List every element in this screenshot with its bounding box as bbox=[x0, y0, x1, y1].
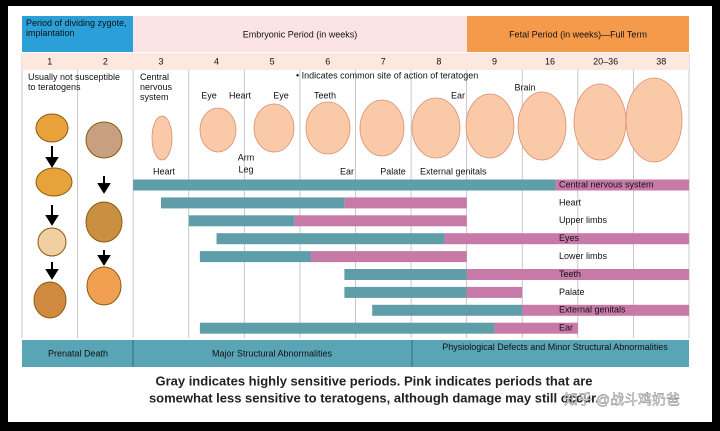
week-label: 6 bbox=[325, 56, 330, 66]
row-label: Palate bbox=[559, 287, 585, 297]
row-label: Ear bbox=[559, 323, 573, 333]
watermark: 知乎 @战斗鸡奶爸 bbox=[564, 392, 680, 408]
sensitive-bar bbox=[133, 179, 556, 191]
row-label: Upper limbs bbox=[559, 215, 608, 225]
outcome: Prenatal Death bbox=[48, 348, 108, 358]
embryo-label: Brain bbox=[514, 82, 535, 92]
header-cell bbox=[22, 16, 133, 52]
row-label: Central nervous system bbox=[559, 179, 654, 189]
row-label: Heart bbox=[559, 197, 582, 207]
header-text: Period of dividing zygote, implantation bbox=[26, 18, 127, 38]
sensitive-bar bbox=[344, 269, 467, 280]
zygote-header: Period of dividing zygote, implantation bbox=[26, 18, 127, 38]
row-label: Eyes bbox=[559, 233, 580, 243]
sensitive-bar bbox=[188, 215, 295, 227]
week-label: 1 bbox=[47, 56, 52, 66]
less-sensitive-bar bbox=[311, 251, 467, 263]
sensitive-bar bbox=[199, 322, 495, 334]
week-label: 16 bbox=[545, 56, 555, 66]
embryo-label: Eye bbox=[201, 90, 217, 100]
note-text: Usually not susceptible to teratogens bbox=[28, 72, 121, 92]
legend-note: • Indicates common site of action of ter… bbox=[296, 70, 478, 80]
caption: Gray indicates highly sensitive periods.… bbox=[155, 373, 592, 388]
embryo-label: Leg bbox=[238, 164, 253, 174]
sensitive-bar bbox=[160, 197, 345, 209]
less-sensitive-bar bbox=[522, 304, 689, 316]
row-label: Teeth bbox=[559, 269, 581, 279]
header-text: Fetal Period (in weeks)—Full Term bbox=[509, 29, 647, 39]
embryo-label: Heart bbox=[153, 166, 176, 176]
less-sensitive-bar bbox=[344, 197, 467, 209]
embryo-label: Eye bbox=[273, 90, 289, 100]
header-cell bbox=[467, 16, 689, 52]
less-sensitive-bar bbox=[444, 233, 689, 245]
week-label: 4 bbox=[214, 56, 219, 66]
arrows bbox=[45, 146, 111, 280]
row-label: External genitals bbox=[559, 305, 626, 315]
week-label: 5 bbox=[270, 56, 275, 66]
week-label: 2 bbox=[103, 56, 108, 66]
less-sensitive-bar bbox=[555, 179, 689, 191]
note: Central nervous system bbox=[140, 72, 173, 102]
sensitive-bar bbox=[344, 286, 467, 298]
week-row bbox=[22, 53, 689, 70]
less-sensitive-bar bbox=[494, 322, 578, 334]
less-sensitive-bar bbox=[466, 286, 523, 298]
embryo-label: Ear bbox=[451, 90, 465, 100]
embryo-images bbox=[151, 77, 683, 163]
sensitive-bar bbox=[199, 251, 312, 263]
less-sensitive-bar bbox=[466, 269, 689, 280]
outcome: Physiological Defects and Minor Structur… bbox=[442, 342, 668, 352]
embryo-label: External genitals bbox=[420, 166, 487, 176]
outcome-text: Physiological Defects and Minor Structur… bbox=[442, 342, 668, 352]
less-sensitive-bar bbox=[294, 215, 467, 227]
row-label: Lower limbs bbox=[559, 251, 608, 261]
header-text: Embryonic Period (in weeks) bbox=[243, 29, 358, 39]
sensitive-bar bbox=[372, 304, 523, 316]
embryo-label: Ear bbox=[340, 166, 354, 176]
week-label: 9 bbox=[492, 56, 497, 66]
zygote-images bbox=[33, 113, 123, 319]
outcome: Major Structural Abnormalities bbox=[212, 348, 333, 358]
week-label: 7 bbox=[381, 56, 386, 66]
week-label: 20–36 bbox=[593, 56, 618, 66]
header-cell bbox=[133, 16, 467, 52]
sensitive-bar bbox=[216, 233, 445, 245]
embryo-label: Heart bbox=[229, 90, 252, 100]
embryo-label: Arm bbox=[238, 152, 255, 162]
embryo-label: Palate bbox=[380, 166, 406, 176]
embryo-label: Teeth bbox=[314, 90, 336, 100]
note: Usually not susceptible to teratogens bbox=[28, 72, 121, 92]
week-label: 8 bbox=[436, 56, 441, 66]
caption: somewhat less sensitive to teratogens, a… bbox=[149, 390, 599, 405]
note-text: Central nervous system bbox=[140, 72, 173, 102]
week-label: 38 bbox=[656, 56, 666, 66]
week-label: 3 bbox=[158, 56, 163, 66]
